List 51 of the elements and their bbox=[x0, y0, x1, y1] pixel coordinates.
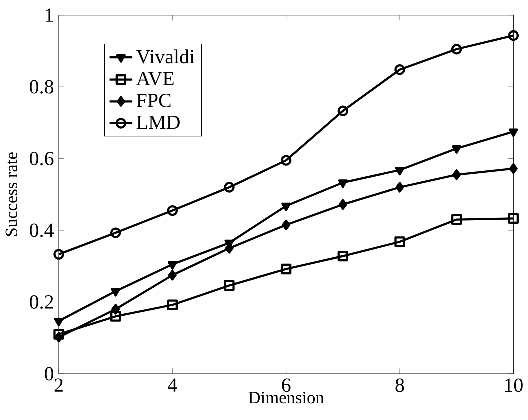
point bbox=[282, 202, 292, 212]
point bbox=[338, 199, 348, 210]
x-tick-label: 10 bbox=[505, 378, 523, 392]
x-tick-label: 4 bbox=[168, 378, 178, 392]
point bbox=[54, 318, 64, 327]
point bbox=[394, 64, 406, 76]
x-tick-label: 6 bbox=[282, 378, 291, 392]
x-tick-label: 2 bbox=[54, 378, 63, 392]
point bbox=[168, 261, 178, 270]
point bbox=[167, 205, 178, 216]
point bbox=[111, 288, 121, 297]
y-tick-label: 0.6 bbox=[30, 152, 54, 166]
point bbox=[451, 214, 462, 226]
point bbox=[110, 311, 122, 322]
point bbox=[112, 304, 120, 315]
point bbox=[338, 251, 348, 262]
y-tick-label: 0.4 bbox=[30, 224, 54, 238]
point bbox=[280, 264, 292, 275]
point bbox=[338, 180, 348, 188]
point bbox=[54, 332, 64, 343]
y-tick-label: 0.8 bbox=[30, 80, 54, 94]
legend-label: Vivaldi bbox=[136, 50, 195, 64]
legend-label: LMD bbox=[136, 116, 180, 130]
point bbox=[451, 44, 462, 55]
point bbox=[224, 280, 235, 292]
point bbox=[508, 128, 518, 138]
point bbox=[224, 182, 235, 193]
y-axis-title: Success rate bbox=[6, 152, 18, 236]
point bbox=[508, 213, 519, 224]
point bbox=[54, 249, 64, 260]
legend-label: FPC bbox=[136, 94, 171, 108]
y-tick-label: 0 bbox=[45, 367, 54, 381]
x-tick-label: 8 bbox=[396, 378, 404, 392]
point bbox=[509, 163, 518, 174]
point bbox=[452, 170, 462, 180]
point bbox=[394, 236, 406, 248]
point bbox=[280, 155, 292, 166]
point bbox=[54, 329, 64, 340]
x-axis-title: Dimension bbox=[248, 392, 324, 404]
point bbox=[508, 30, 519, 42]
point bbox=[282, 220, 291, 230]
y-tick-label: 1 bbox=[46, 8, 54, 22]
point bbox=[338, 106, 348, 116]
point bbox=[396, 182, 404, 193]
point bbox=[167, 300, 178, 310]
point bbox=[168, 270, 177, 281]
point bbox=[452, 146, 462, 154]
legend-label: AVE bbox=[136, 72, 174, 86]
point bbox=[110, 228, 122, 238]
y-tick-label: 0.2 bbox=[30, 295, 54, 310]
point bbox=[395, 167, 405, 176]
